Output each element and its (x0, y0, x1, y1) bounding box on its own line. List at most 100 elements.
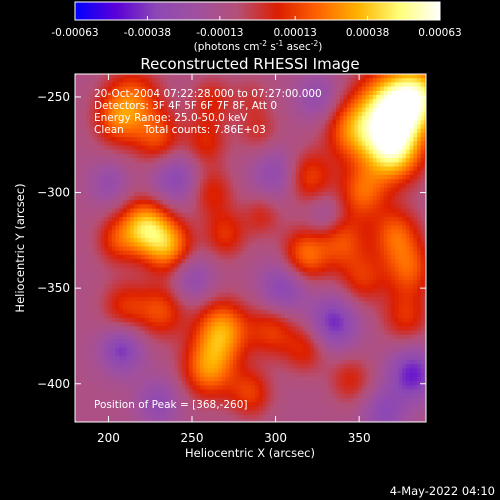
heatmap-cell (229, 296, 234, 302)
heatmap-cell (255, 355, 260, 361)
heatmap-cell (214, 309, 220, 315)
heatmap-cell (174, 107, 179, 113)
heatmap-cell (225, 418, 231, 422)
heatmap-cell (288, 128, 293, 134)
heatmap-cell (122, 74, 128, 79)
heatmap-cell (225, 221, 231, 227)
heatmap-cell (115, 372, 120, 378)
heatmap-cell (255, 179, 260, 184)
heatmap-cell (203, 275, 208, 281)
heatmap-cell (181, 267, 186, 273)
heatmap-cell (152, 208, 157, 214)
heatmap-cell (214, 132, 220, 138)
heatmap-cell (277, 284, 282, 290)
heatmap-cell (130, 166, 135, 172)
heatmap-cell (86, 95, 91, 100)
heatmap-cell (78, 343, 83, 349)
heatmap-cell (284, 330, 289, 336)
heatmap-cell (240, 275, 245, 281)
heatmap-cell (181, 376, 186, 382)
heatmap-cell (115, 162, 120, 168)
heatmap-cell (155, 166, 161, 172)
heatmap-cell (288, 326, 293, 332)
heatmap-cell (108, 330, 113, 336)
heatmap-cell (122, 174, 128, 180)
heatmap-cell (218, 149, 223, 155)
heatmap-cell (262, 82, 267, 88)
heatmap-cell (269, 296, 275, 302)
heatmap-cell (93, 116, 98, 121)
heatmap-cell (188, 313, 194, 319)
heatmap-cell (225, 141, 231, 147)
heatmap-cell (137, 364, 142, 370)
heatmap-cell (163, 191, 168, 197)
heatmap-cell (93, 296, 98, 302)
heatmap-cell (163, 343, 168, 349)
heatmap-cell (280, 330, 286, 336)
heatmap-cell (86, 145, 91, 151)
heatmap-cell (233, 364, 238, 370)
heatmap-cell (144, 305, 150, 311)
heatmap-cell (288, 280, 293, 285)
heatmap-cell (236, 191, 242, 197)
heatmap-cell (133, 418, 139, 422)
heatmap-cell (269, 376, 275, 382)
heatmap-cell (159, 330, 164, 336)
heatmap-cell (159, 153, 164, 159)
heatmap-cell (78, 280, 83, 285)
heatmap-cell (229, 141, 234, 147)
heatmap-cell (288, 179, 293, 184)
heatmap-cell (163, 296, 168, 302)
heatmap-cell (115, 259, 120, 264)
heatmap-cell (78, 339, 83, 344)
heatmap-cell (277, 86, 282, 92)
heatmap-cell (108, 317, 113, 323)
heatmap-cell (284, 149, 289, 155)
heatmap-cell (203, 368, 208, 374)
heatmap-cell (200, 103, 205, 109)
heatmap-cell (78, 397, 83, 403)
heatmap-cell (214, 95, 220, 100)
heatmap-cell (284, 355, 289, 361)
heatmap-cell (244, 414, 249, 420)
heatmap-cell (152, 187, 157, 193)
heatmap-cell (214, 368, 220, 374)
heatmap-cell (291, 238, 297, 243)
heatmap-cell (185, 406, 190, 412)
heatmap-cell (284, 242, 289, 248)
heatmap-cell (211, 334, 216, 340)
heatmap-cell (86, 74, 91, 79)
heatmap-cell (100, 381, 106, 386)
heatmap-cell (244, 208, 249, 214)
heatmap-cell (247, 372, 253, 378)
heatmap-cell (97, 355, 102, 361)
heatmap-cell (251, 86, 256, 92)
heatmap-cell (119, 355, 124, 361)
heatmap-cell (115, 116, 120, 121)
heatmap-cell (82, 158, 87, 163)
heatmap-cell (119, 90, 124, 96)
heatmap-cell (177, 254, 183, 260)
heatmap-cell (284, 410, 289, 416)
heatmap-cell (89, 326, 94, 332)
heatmap-cell (155, 242, 161, 248)
heatmap-cell (244, 376, 249, 382)
heatmap-cell (166, 284, 172, 290)
heatmap-cell (111, 364, 117, 370)
heatmap-cell (141, 200, 146, 206)
heatmap-cell (111, 418, 117, 422)
heatmap-cell (266, 267, 271, 273)
heatmap-cell (203, 183, 208, 189)
heatmap-cell (251, 238, 256, 243)
heatmap-cell (236, 254, 242, 260)
heatmap-cell (93, 414, 98, 420)
heatmap-cell (163, 271, 168, 277)
heatmap-cell (192, 381, 197, 386)
heatmap-cell (200, 74, 205, 79)
colorbar-tick-label: 0.00063 (418, 27, 461, 39)
heatmap-cell (82, 267, 87, 273)
heatmap-cell (192, 250, 197, 256)
heatmap-cell (247, 124, 253, 130)
heatmap-cell (262, 254, 267, 260)
heatmap-cell (141, 313, 146, 319)
